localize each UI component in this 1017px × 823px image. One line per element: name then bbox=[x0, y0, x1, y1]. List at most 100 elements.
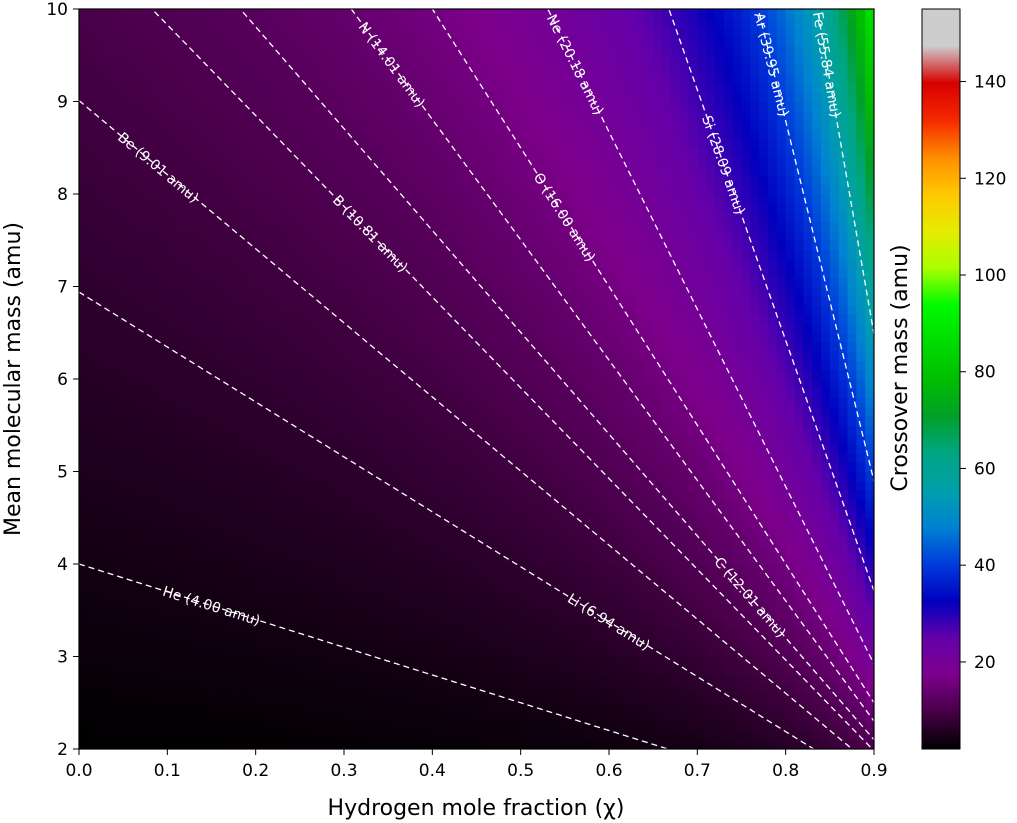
heatmap-cell bbox=[441, 83, 451, 93]
heatmap-cell bbox=[211, 258, 221, 269]
heatmap-cell bbox=[591, 9, 601, 19]
heatmap-cell bbox=[397, 527, 407, 537]
heatmap-cell bbox=[132, 721, 142, 732]
heatmap-cell bbox=[220, 249, 230, 260]
heatmap-cell bbox=[503, 675, 513, 685]
heatmap-cell bbox=[617, 277, 628, 288]
heatmap-cell bbox=[308, 480, 319, 491]
heatmap-cell bbox=[458, 480, 469, 491]
heatmap-cell bbox=[511, 351, 522, 362]
heatmap-cell bbox=[547, 610, 557, 621]
heatmap-cell bbox=[556, 684, 566, 695]
heatmap-cell bbox=[556, 286, 566, 297]
heatmap-cell bbox=[467, 480, 478, 491]
heatmap-cell bbox=[211, 101, 221, 112]
heatmap-cell bbox=[308, 638, 319, 648]
heatmap-cell bbox=[96, 101, 107, 112]
heatmap-cell bbox=[317, 9, 327, 19]
heatmap-cell bbox=[96, 397, 107, 408]
heatmap-cell bbox=[238, 240, 248, 251]
heatmap-cell bbox=[397, 443, 407, 454]
heatmap-cell bbox=[529, 564, 539, 574]
heatmap-cell bbox=[79, 416, 89, 426]
heatmap-cell bbox=[617, 138, 628, 149]
heatmap-cell bbox=[450, 92, 460, 103]
heatmap-cell bbox=[467, 212, 478, 223]
heatmap-cell bbox=[450, 712, 460, 722]
heatmap-cell bbox=[87, 277, 98, 288]
heatmap-cell bbox=[229, 471, 239, 482]
heatmap-cell bbox=[476, 573, 486, 584]
heatmap-cell bbox=[573, 203, 584, 214]
heatmap-cell bbox=[308, 434, 319, 445]
heatmap-cell bbox=[582, 369, 592, 380]
heatmap-cell bbox=[458, 64, 469, 75]
heatmap-cell bbox=[282, 231, 292, 241]
heatmap-cell bbox=[132, 9, 142, 19]
heatmap-cell bbox=[388, 480, 398, 491]
heatmap-cell bbox=[264, 9, 274, 19]
heatmap-cell bbox=[264, 730, 274, 741]
heatmap-cell bbox=[185, 129, 195, 140]
heatmap-cell bbox=[405, 9, 416, 19]
heatmap-cell bbox=[352, 508, 363, 519]
heatmap-cell bbox=[591, 194, 601, 204]
heatmap-cell bbox=[211, 610, 221, 621]
heatmap-cell bbox=[229, 323, 239, 334]
heatmap-cell bbox=[511, 36, 522, 47]
heatmap-cell bbox=[397, 388, 407, 399]
heatmap-cell bbox=[617, 157, 628, 167]
heatmap-cell bbox=[123, 739, 133, 749]
heatmap-cell bbox=[476, 379, 486, 389]
heatmap-cell bbox=[105, 684, 115, 695]
heatmap-cell bbox=[564, 619, 575, 630]
heatmap-cell bbox=[220, 194, 230, 204]
heatmap-cell bbox=[450, 286, 460, 297]
heatmap-cell bbox=[238, 64, 248, 75]
heatmap-cell bbox=[255, 591, 266, 602]
heatmap-cell bbox=[352, 240, 363, 251]
heatmap-cell bbox=[264, 46, 274, 56]
heatmap-cell bbox=[573, 92, 584, 103]
heatmap-cell bbox=[79, 286, 89, 297]
heatmap-cell bbox=[193, 9, 204, 19]
heatmap-cell bbox=[485, 46, 495, 56]
heatmap-cell bbox=[476, 101, 486, 112]
heatmap-cell bbox=[326, 277, 336, 288]
heatmap-cell bbox=[573, 342, 584, 352]
heatmap-cell bbox=[291, 582, 301, 593]
heatmap-cell bbox=[291, 647, 301, 658]
heatmap-cell bbox=[573, 231, 584, 241]
heatmap-cell bbox=[379, 36, 389, 47]
heatmap-cell bbox=[458, 739, 469, 749]
heatmap-cell bbox=[352, 471, 363, 482]
heatmap-cell bbox=[176, 184, 186, 195]
heatmap-cell bbox=[432, 110, 442, 121]
heatmap-cell bbox=[573, 129, 584, 140]
heatmap-cell bbox=[229, 55, 239, 66]
heatmap-cell bbox=[229, 332, 239, 343]
heatmap-cell bbox=[246, 83, 257, 93]
heatmap-cell bbox=[458, 499, 469, 510]
heatmap-cell bbox=[229, 443, 239, 454]
heatmap-cell bbox=[617, 369, 628, 380]
heatmap-cell bbox=[538, 351, 548, 362]
heatmap-cell bbox=[123, 314, 133, 325]
heatmap-cell bbox=[564, 92, 575, 103]
heatmap-cell bbox=[149, 702, 160, 713]
heatmap-cell bbox=[538, 471, 548, 482]
heatmap-cell bbox=[564, 379, 575, 389]
heatmap-cell bbox=[388, 397, 398, 408]
heatmap-cell bbox=[308, 379, 319, 389]
heatmap-cell bbox=[397, 194, 407, 204]
heatmap-cell bbox=[370, 425, 380, 436]
heatmap-cell bbox=[529, 332, 539, 343]
heatmap-cell bbox=[317, 702, 327, 713]
heatmap-cell bbox=[344, 36, 354, 47]
heatmap-cell bbox=[556, 480, 566, 491]
heatmap-cell bbox=[609, 73, 619, 84]
heatmap-cell bbox=[520, 601, 531, 611]
heatmap-cell bbox=[582, 212, 592, 223]
heatmap-cell bbox=[441, 462, 451, 473]
heatmap-cell bbox=[87, 18, 98, 29]
